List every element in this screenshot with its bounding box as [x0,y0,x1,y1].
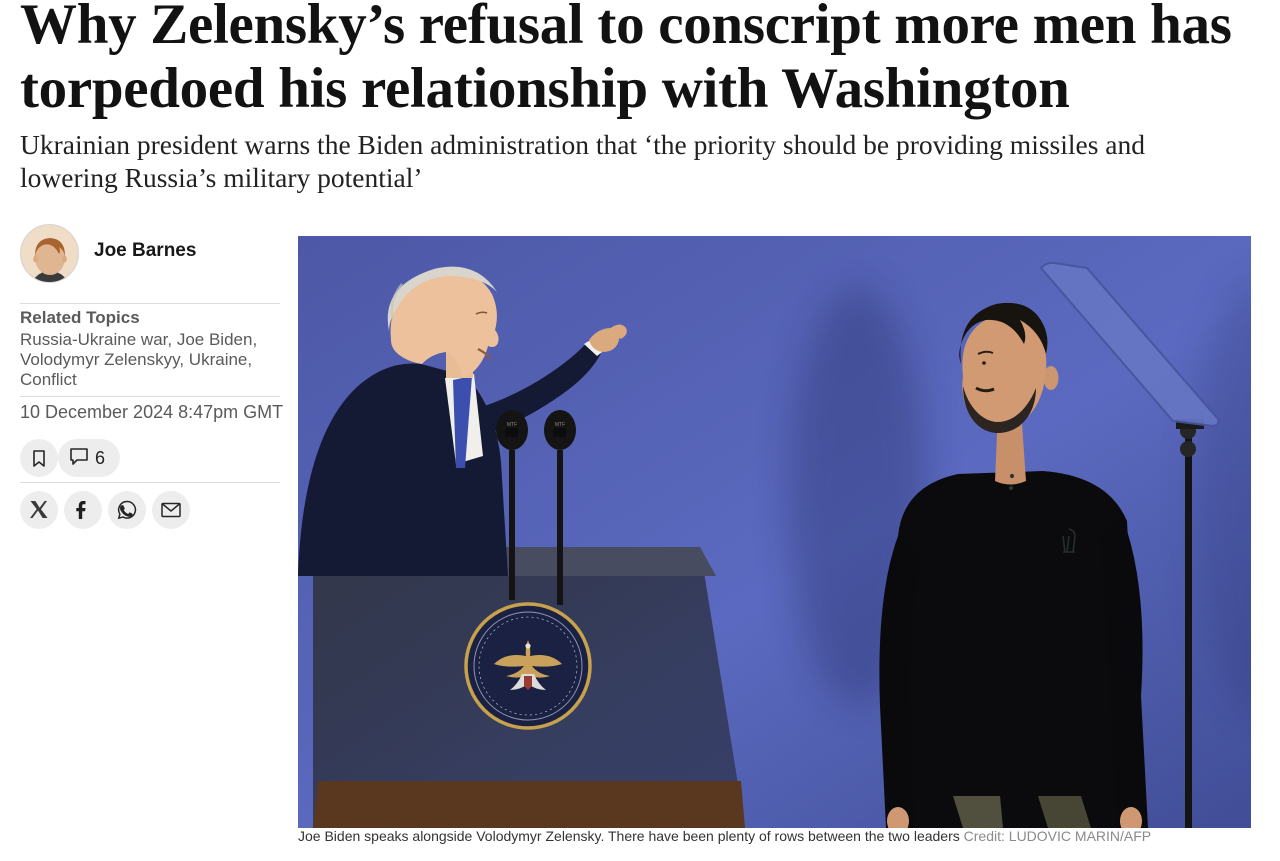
svg-text:MTF: MTF [555,422,565,428]
svg-text:MTF: MTF [507,422,517,428]
